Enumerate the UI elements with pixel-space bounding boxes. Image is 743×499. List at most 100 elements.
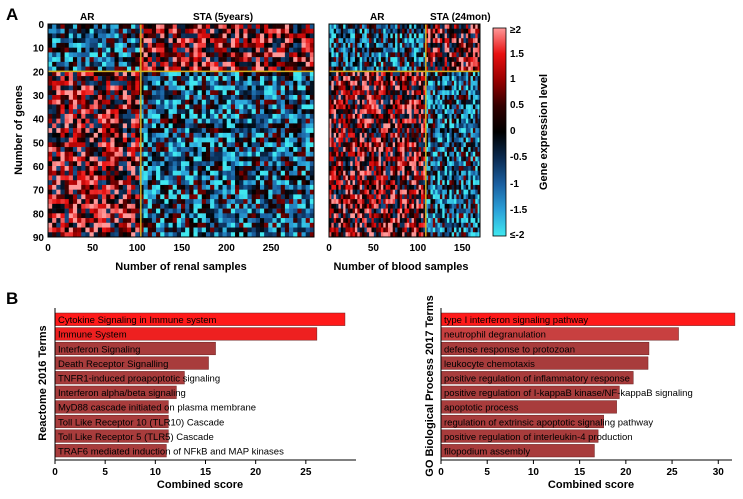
heatmap-cell (346, 138, 349, 143)
heatmap-cell (343, 81, 346, 86)
heatmap-cell (346, 86, 349, 91)
heatmap-cell (189, 29, 193, 34)
heatmap-cell (281, 147, 285, 152)
heatmap-cell (135, 123, 139, 128)
heatmap-cell (277, 142, 281, 147)
heatmap-cell (376, 24, 379, 29)
heatmap-cell (463, 76, 466, 81)
heatmap-cell (239, 223, 243, 228)
heatmap-cell (447, 86, 450, 91)
heatmap-cell (119, 123, 123, 128)
heatmap-cell (297, 104, 301, 109)
heatmap-cell (395, 128, 398, 133)
heatmap-cell (115, 128, 119, 133)
heatmap-cell (239, 114, 243, 119)
heatmap-cell (260, 133, 264, 138)
heatmap-cell (452, 133, 455, 138)
heatmap-cell (193, 166, 197, 171)
heatmap-cell (160, 152, 164, 157)
heatmap-cell (364, 161, 367, 166)
heatmap-cell (475, 119, 478, 124)
heatmap-cell (135, 114, 139, 119)
heatmap-cell (419, 152, 422, 157)
heatmap-cell (407, 128, 410, 133)
heatmap-cell (256, 190, 260, 195)
heatmap-cell (206, 57, 210, 62)
heatmap-cell (341, 114, 344, 119)
heatmap-cell (164, 104, 168, 109)
heatmap-cell (227, 190, 231, 195)
heatmap-cell (248, 213, 252, 218)
heatmap-cell (243, 204, 247, 209)
heatmap-cell (343, 171, 346, 176)
heatmap-cell (202, 128, 206, 133)
heatmap-cell (445, 24, 448, 29)
heatmap-cell (459, 114, 462, 119)
heatmap-cell (336, 128, 339, 133)
heatmap-cell (260, 43, 264, 48)
heatmap-cell (210, 218, 214, 223)
heatmap-cell (388, 43, 391, 48)
heatmap-cell (160, 24, 164, 29)
heatmap-cell (198, 81, 202, 86)
heatmap-cell (334, 109, 337, 114)
heatmap-cell (69, 228, 73, 233)
heatmap-cell (357, 86, 360, 91)
heatmap-cell (193, 114, 197, 119)
heatmap-cell (160, 185, 164, 190)
heatmap-cell (239, 190, 243, 195)
heatmap-cell (173, 43, 177, 48)
heatmap-cell (173, 104, 177, 109)
heatmap-cell (473, 157, 476, 162)
heatmap-cell (456, 52, 459, 57)
heatmap-cell (193, 48, 197, 53)
heatmap-cell (414, 76, 417, 81)
heatmap-cell (210, 86, 214, 91)
heatmap-cell (218, 71, 222, 76)
heatmap-cell (214, 209, 218, 214)
heatmap-cell (256, 119, 260, 124)
heatmap-cell (364, 142, 367, 147)
heatmap-cell (409, 128, 412, 133)
heatmap-cell (367, 57, 370, 62)
heatmap-cell (331, 71, 334, 76)
heatmap-cell (397, 123, 400, 128)
heatmap-cell (135, 209, 139, 214)
heatmap-cell (110, 104, 114, 109)
heatmap-cell (152, 223, 156, 228)
heatmap-cell (127, 100, 131, 105)
heatmap-cell (81, 100, 85, 105)
heatmap-cell (252, 228, 256, 233)
heatmap-cell (421, 157, 424, 162)
heatmap-cell (90, 204, 94, 209)
heatmap-cell (393, 166, 396, 171)
heatmap-cell (98, 199, 102, 204)
heatmap-cell (90, 119, 94, 124)
heatmap-cell (346, 38, 349, 43)
heatmap-cell (231, 95, 235, 100)
heatmap-cell (381, 24, 384, 29)
heatmap-cell (73, 86, 77, 91)
heatmap-cell (402, 109, 405, 114)
heatmap-cell (475, 100, 478, 105)
heatmap-cell (466, 81, 469, 86)
heatmap-cell (69, 161, 73, 166)
heatmap-cell (400, 114, 403, 119)
heatmap-cell (198, 157, 202, 162)
heatmap-cell (110, 157, 114, 162)
heatmap-cell (73, 76, 77, 81)
heatmap-cell (445, 33, 448, 38)
heatmap-cell (185, 147, 189, 152)
heatmap-cell (369, 100, 372, 105)
heatmap-cell (177, 57, 181, 62)
heatmap-cell (77, 100, 81, 105)
heatmap-cell (243, 48, 247, 53)
heatmap-cell (341, 123, 344, 128)
heatmap-cell (148, 71, 152, 76)
heatmap-cell (466, 57, 469, 62)
heatmap-cell (357, 119, 360, 124)
heatmap-cell (336, 33, 339, 38)
heatmap-cell (98, 147, 102, 152)
heatmap-cell (442, 147, 445, 152)
heatmap-cell (306, 147, 310, 152)
